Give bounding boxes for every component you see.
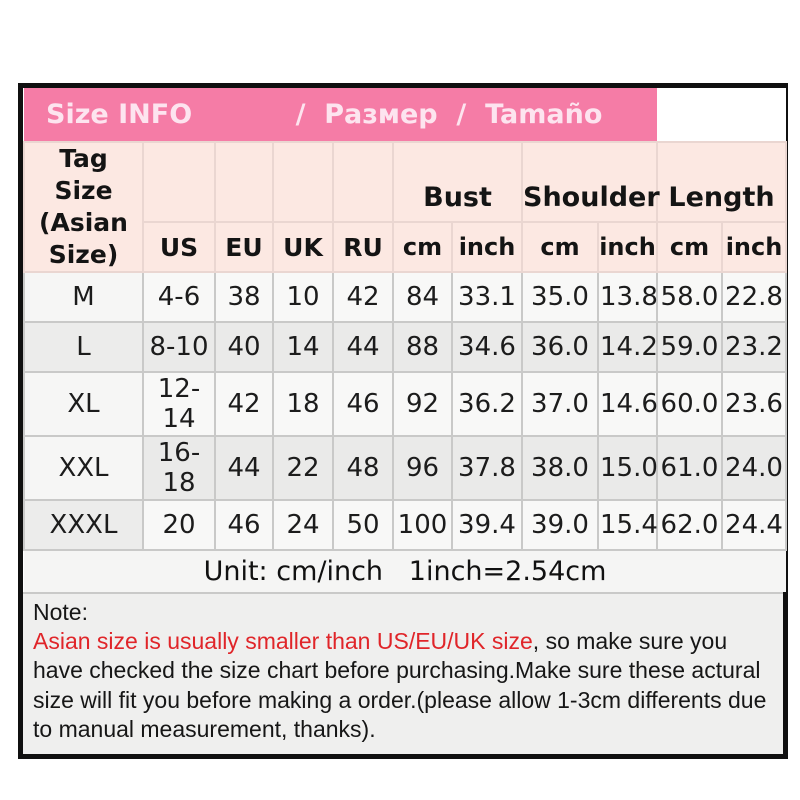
size-chart-panel: Size INFO / Размер / Tamaño Tag Size (As… [18, 83, 788, 760]
size-cell: 13.8 [597, 271, 658, 323]
size-cell: 42 [332, 271, 394, 323]
size-cell: 44 [214, 435, 274, 501]
uk-column-header: UK [272, 221, 334, 273]
size-cell: 22 [272, 435, 334, 501]
size-cell: 24.4 [721, 499, 787, 551]
size-label-cell: M [23, 271, 144, 323]
shoulder-group-header: Shoulder [521, 140, 660, 224]
size-cell: 16-18 [142, 435, 216, 501]
note-warning-text: Asian size is usually smaller than US/EU… [33, 628, 533, 655]
size-label-cell: XXXL [23, 499, 144, 551]
size-label-cell: XXL [23, 435, 144, 501]
size-cell: 50 [332, 499, 394, 551]
size-cell: 96 [392, 435, 453, 501]
header-spacer-eu [214, 140, 274, 224]
table-row-xl: XL 12-14 42 18 46 92 36.2 37.0 14.6 60.0… [23, 371, 787, 437]
table-row-xxl: XXL 16-18 44 22 48 96 37.8 38.0 15.0 61.… [23, 435, 787, 501]
size-cell: 34.6 [451, 321, 523, 373]
table-row-m: M 4-6 38 10 42 84 33.1 35.0 13.8 58.0 22… [23, 271, 787, 323]
bust-group-header: Bust [392, 140, 523, 224]
size-cell: 38.0 [521, 435, 599, 501]
size-cell: 14 [272, 321, 334, 373]
size-cell: 48 [332, 435, 394, 501]
size-cell: 59.0 [656, 321, 723, 373]
size-cell: 40 [214, 321, 274, 373]
size-label-cell: XL [23, 371, 144, 437]
size-cell: 42 [214, 371, 274, 437]
size-cell: 24 [272, 499, 334, 551]
size-cell: 15.0 [597, 435, 658, 501]
size-cell: 14.6 [597, 371, 658, 437]
size-cell: 36.0 [521, 321, 599, 373]
title-bar: Size INFO / Размер / Tamaño [24, 88, 786, 142]
bust-cm-header: cm [392, 221, 453, 273]
size-cell: 61.0 [656, 435, 723, 501]
size-cell: 15.4 [597, 499, 658, 551]
size-cell: 46 [332, 371, 394, 437]
eu-column-header: EU [214, 221, 274, 273]
size-cell: 58.0 [656, 271, 723, 323]
size-cell: 39.4 [451, 499, 523, 551]
bust-inch-header: inch [451, 221, 523, 273]
size-cell: 100 [392, 499, 453, 551]
page-title: Size INFO / Размер / Tamaño [24, 88, 657, 142]
header-spacer-uk [272, 140, 334, 224]
size-cell: 8-10 [142, 321, 216, 373]
size-cell: 23.2 [721, 321, 787, 373]
length-inch-header: inch [721, 221, 787, 273]
length-cm-header: cm [656, 221, 723, 273]
size-cell: 33.1 [451, 271, 523, 323]
size-cell: 92 [392, 371, 453, 437]
shoulder-inch-header: inch [597, 221, 658, 273]
shoulder-cm-header: cm [521, 221, 599, 273]
size-cell: 44 [332, 321, 394, 373]
table-row-l: L 8-10 40 14 44 88 34.6 36.0 14.2 59.0 2… [23, 321, 787, 373]
size-label-cell: L [23, 321, 144, 373]
size-cell: 35.0 [521, 271, 599, 323]
size-cell: 18 [272, 371, 334, 437]
size-cell: 20 [142, 499, 216, 551]
size-cell: 37.8 [451, 435, 523, 501]
ru-column-header: RU [332, 221, 394, 273]
us-column-header: US [142, 221, 216, 273]
size-cell: 46 [214, 499, 274, 551]
header-spacer-ru [332, 140, 394, 224]
header-row-units: US EU UK RU cm inch cm inch cm inch [24, 221, 787, 273]
size-cell: 24.0 [721, 435, 787, 501]
size-cell: 12-14 [142, 371, 216, 437]
header-row-groups: Tag Size (Asian Size) Bust Shoulder Leng… [23, 140, 787, 273]
length-group-header: Length [656, 140, 787, 224]
size-cell: 88 [392, 321, 453, 373]
tag-size-header: Tag Size (Asian Size) [23, 141, 144, 273]
size-cell: 62.0 [656, 499, 723, 551]
title-bar-blank-cell [657, 88, 786, 142]
size-cell: 4-6 [142, 271, 216, 323]
note-section: Note: Asian size is usually smaller than… [23, 592, 783, 755]
unit-note: Unit: cm/inch 1inch=2.54cm [24, 549, 786, 592]
size-cell: 84 [392, 271, 453, 323]
size-table: Size INFO / Размер / Tamaño Tag Size (As… [23, 88, 787, 592]
note-label: Note: [33, 599, 88, 625]
size-cell: 10 [272, 271, 334, 323]
size-cell: 39.0 [521, 499, 599, 551]
size-cell: 14.2 [597, 321, 658, 373]
header-spacer-us [142, 140, 216, 224]
size-cell: 23.6 [721, 371, 787, 437]
size-cell: 22.8 [721, 271, 787, 323]
size-cell: 60.0 [656, 371, 723, 437]
size-cell: 38 [214, 271, 274, 323]
note-body-text: , so make sure you have checked the size… [33, 628, 767, 742]
size-cell: 37.0 [521, 371, 599, 437]
unit-row: Unit: cm/inch 1inch=2.54cm [24, 549, 786, 592]
table-row-xxxl: XXXL 20 46 24 50 100 39.4 39.0 15.4 62.0… [23, 499, 787, 551]
size-cell: 36.2 [451, 371, 523, 437]
